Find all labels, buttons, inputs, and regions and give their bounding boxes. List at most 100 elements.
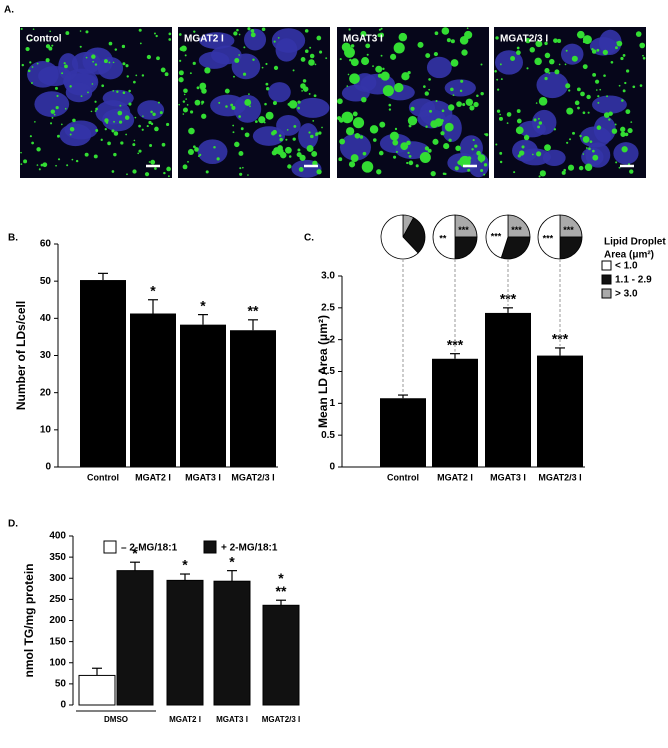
significance: ** bbox=[248, 303, 259, 319]
droplet bbox=[117, 110, 123, 116]
droplet bbox=[461, 49, 468, 56]
droplet bbox=[513, 171, 516, 174]
droplet bbox=[360, 96, 367, 103]
droplet bbox=[278, 134, 282, 137]
y-tick-label: 150 bbox=[49, 636, 66, 647]
droplet bbox=[204, 67, 211, 74]
pie-significance: *** bbox=[491, 231, 502, 241]
droplet bbox=[441, 27, 450, 35]
droplet bbox=[567, 164, 575, 171]
droplet bbox=[224, 88, 230, 94]
droplet bbox=[591, 48, 594, 51]
droplet bbox=[565, 83, 571, 89]
droplet bbox=[154, 126, 159, 132]
droplet bbox=[477, 154, 486, 162]
nucleus bbox=[64, 120, 98, 140]
droplet bbox=[31, 141, 34, 145]
droplet bbox=[184, 54, 187, 57]
droplet bbox=[625, 109, 631, 115]
x-tick-label: Control bbox=[387, 472, 419, 482]
significance: * bbox=[229, 553, 235, 569]
droplet bbox=[532, 153, 534, 156]
legend-label: > 3.0 bbox=[615, 289, 638, 300]
droplet bbox=[108, 61, 111, 64]
droplet bbox=[141, 74, 145, 77]
y-tick-label: 0 bbox=[60, 700, 66, 711]
droplet bbox=[444, 122, 454, 132]
nucleus bbox=[137, 100, 165, 120]
droplet bbox=[121, 44, 126, 49]
droplet bbox=[589, 140, 593, 143]
droplet bbox=[126, 75, 129, 78]
droplet bbox=[533, 118, 537, 122]
droplet bbox=[596, 48, 600, 52]
droplet bbox=[435, 99, 438, 102]
droplet bbox=[372, 138, 377, 142]
legend-title: Lipid Droplet bbox=[604, 237, 666, 248]
bar bbox=[380, 398, 426, 467]
legend-label: 1.1 - 2.9 bbox=[615, 275, 652, 286]
droplet bbox=[582, 64, 588, 70]
droplet bbox=[582, 153, 585, 155]
legend-label: – 2-MG/18:1 bbox=[121, 543, 178, 554]
droplet bbox=[434, 31, 439, 36]
droplet bbox=[45, 58, 50, 63]
droplet bbox=[279, 137, 283, 142]
droplet bbox=[390, 53, 397, 60]
droplet bbox=[316, 35, 322, 41]
droplet bbox=[149, 144, 153, 148]
droplet bbox=[125, 133, 128, 136]
panel-label: A. bbox=[4, 5, 14, 16]
droplet bbox=[629, 169, 634, 174]
droplet bbox=[410, 106, 415, 111]
droplet bbox=[132, 169, 137, 174]
droplet bbox=[308, 131, 311, 134]
pie-significance: *** bbox=[511, 225, 522, 235]
droplet bbox=[378, 28, 381, 31]
droplet bbox=[525, 37, 531, 44]
bar bbox=[432, 358, 478, 467]
droplet bbox=[525, 134, 528, 137]
droplet bbox=[587, 111, 590, 114]
nucleus bbox=[298, 123, 319, 150]
droplet bbox=[624, 81, 627, 85]
nucleus bbox=[268, 82, 291, 103]
droplet bbox=[91, 83, 94, 85]
droplet bbox=[361, 57, 370, 66]
droplet bbox=[615, 46, 618, 50]
droplet bbox=[423, 85, 426, 88]
droplet bbox=[398, 32, 408, 42]
nucleus bbox=[34, 91, 70, 117]
droplet bbox=[285, 146, 292, 154]
droplet bbox=[454, 166, 459, 171]
droplet bbox=[568, 89, 571, 92]
droplet bbox=[54, 86, 58, 90]
droplet bbox=[108, 41, 113, 46]
nucleus bbox=[197, 139, 228, 165]
droplet bbox=[113, 120, 115, 123]
droplet bbox=[499, 63, 502, 66]
droplet bbox=[554, 69, 560, 75]
droplet bbox=[306, 145, 314, 152]
droplet bbox=[188, 127, 195, 135]
droplet bbox=[201, 100, 205, 104]
droplet bbox=[111, 170, 115, 173]
droplet bbox=[538, 121, 543, 125]
droplet bbox=[352, 111, 358, 117]
droplet bbox=[606, 95, 608, 98]
droplet bbox=[65, 31, 70, 35]
droplet bbox=[91, 54, 96, 59]
droplet bbox=[401, 72, 410, 81]
droplet bbox=[93, 154, 98, 159]
droplet bbox=[407, 151, 410, 154]
nucleus bbox=[243, 28, 267, 51]
nucleus bbox=[95, 100, 131, 125]
droplet bbox=[216, 157, 220, 161]
droplet bbox=[495, 36, 499, 40]
droplet bbox=[157, 101, 160, 104]
droplet bbox=[310, 134, 314, 139]
droplet bbox=[64, 64, 68, 69]
droplet bbox=[591, 49, 597, 54]
droplet bbox=[339, 58, 342, 61]
droplet bbox=[161, 142, 166, 147]
